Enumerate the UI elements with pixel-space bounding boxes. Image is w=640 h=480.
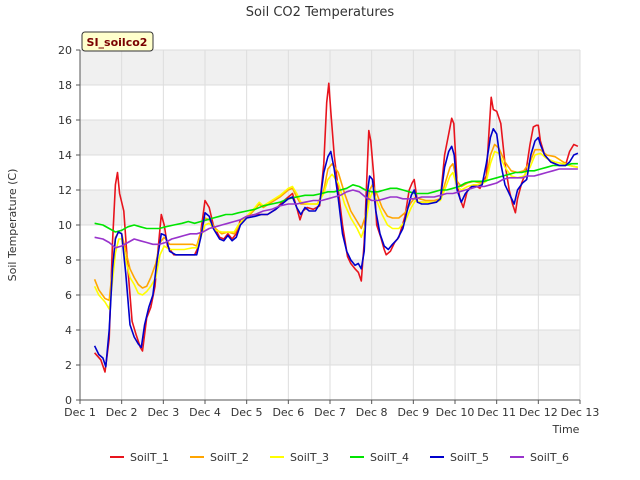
y-tick-label: 6 [65,289,72,302]
legend-label-soilt-4: SoilT_4 [370,451,409,464]
legend-label-soilt-2: SoilT_2 [210,451,249,464]
x-tick-label: Dec 7 [314,406,346,419]
site-label-background [81,31,154,52]
legend: SoilT_1 SoilT_2 SoilT_3 SoilT_4 SoilT_5 SoilT… [110,451,569,464]
x-tick-label: Dec 8 [356,406,388,419]
x-tick-label: Dec 2 [106,406,138,419]
y-tick-label: 4 [65,324,72,337]
x-axis-title: Time [552,423,580,436]
y-tick-label: 14 [58,149,72,162]
y-tick-label: 8 [65,254,72,267]
series-line-soilt-4 [94,162,578,233]
x-tick-label: Dec 12 [519,406,558,419]
site-label-box: SI_soilco2 [81,31,154,52]
x-tick-label: Dec 9 [397,406,429,419]
legend-label-soilt-3: SoilT_3 [290,451,329,464]
y-axis-ticks: 0 2 4 6 8 10 12 14 16 18 20 [58,44,80,407]
x-axis-ticks: Dec 1 Dec 2 Dec 3 Dec 4 Dec 5 Dec 6 Dec 7 Dec 8… [64,400,599,419]
y-tick-label: 12 [58,184,72,197]
legend-label-soilt-1: SoilT_1 [130,451,169,464]
y-tick-label: 18 [58,79,72,92]
series-line-soilt-6 [94,168,578,249]
x-tick-label: Dec 3 [147,406,179,419]
x-tick-label: Dec 13 [561,406,600,419]
x-tick-label: Dec 10 [436,406,475,419]
series-lines [93,82,579,373]
x-tick-label: Dec 5 [231,406,263,419]
x-tick-label: Dec 6 [272,406,304,419]
y-tick-label: 16 [58,114,72,127]
y-tick-label: 2 [65,359,72,372]
x-tick-label: Dec 1 [64,406,96,419]
y-axis-title: Soil Temperature (C) [6,169,19,282]
legend-label-soilt-6: SoilT_6 [530,451,569,464]
site-label: SI_soilco2 [87,36,148,49]
y-tick-label: 10 [58,219,72,232]
x-tick-label: Dec 4 [189,406,221,419]
y-tick-label: 20 [58,44,72,57]
series-line-soilt-5 [93,128,579,368]
x-tick-label: Dec 11 [477,406,516,419]
y-tick-label: 0 [65,394,72,407]
chart-title: Soil CO2 Temperatures [246,5,395,20]
legend-label-soilt-5: SoilT_5 [450,451,489,464]
